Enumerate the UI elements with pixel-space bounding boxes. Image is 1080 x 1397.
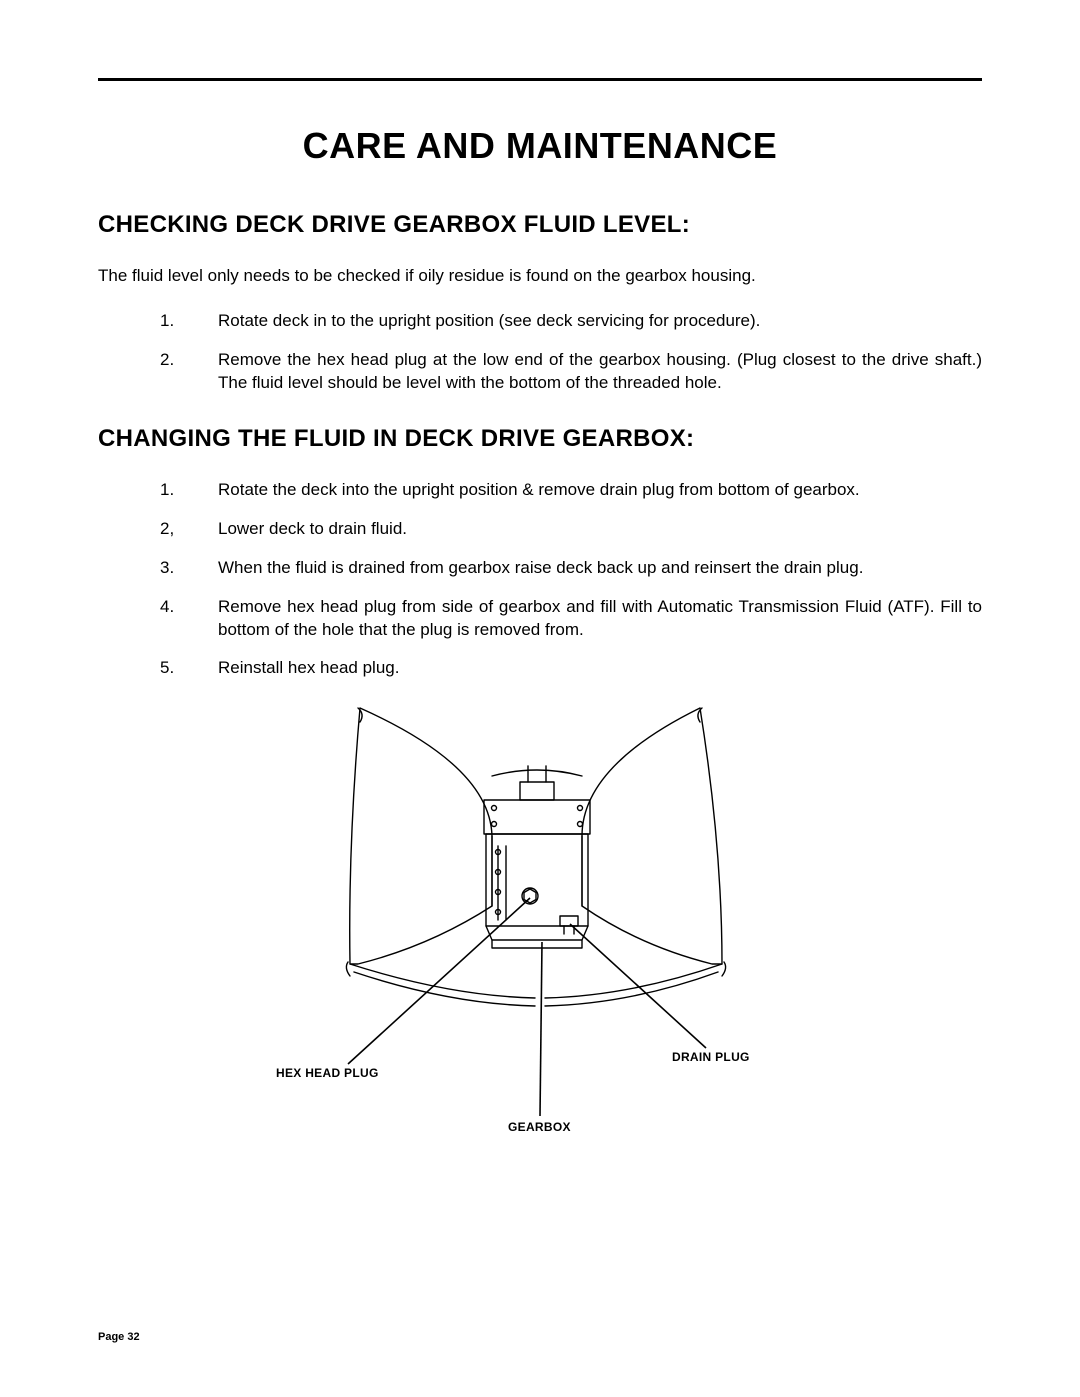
step-number: 3. <box>160 557 218 580</box>
changing-steps: 1. Rotate the deck into the upright posi… <box>98 479 982 681</box>
callout-gearbox: GEARBOX <box>508 1120 571 1134</box>
step-text: Lower deck to drain fluid. <box>218 518 982 541</box>
page: CARE AND MAINTENANCE CHECKING DECK DRIVE… <box>0 0 1080 1397</box>
step-text: Remove the hex head plug at the low end … <box>218 349 982 395</box>
list-item: 1. Rotate the deck into the upright posi… <box>160 479 982 502</box>
list-item: 2, Lower deck to drain fluid. <box>160 518 982 541</box>
step-text: Reinstall hex head plug. <box>218 657 982 680</box>
list-item: 3. When the fluid is drained from gearbo… <box>160 557 982 580</box>
list-item: 1. Rotate deck in to the upright positio… <box>160 310 982 333</box>
step-number: 1. <box>160 479 218 502</box>
list-item: 4. Remove hex head plug from side of gea… <box>160 596 982 642</box>
page-footer: Page 32 <box>98 1331 140 1343</box>
callout-hex-head-plug: HEX HEAD PLUG <box>276 1066 379 1080</box>
step-number: 2, <box>160 518 218 541</box>
intro-text: The fluid level only needs to be checked… <box>98 265 982 288</box>
section-heading-changing: CHANGING THE FLUID IN DECK DRIVE GEARBOX… <box>98 425 982 453</box>
step-number: 1. <box>160 310 218 333</box>
gearbox-figure: HEX HEAD PLUG GEARBOX DRAIN PLUG <box>230 696 850 1146</box>
step-number: 2. <box>160 349 218 395</box>
checking-steps: 1. Rotate deck in to the upright positio… <box>98 310 982 395</box>
list-item: 2. Remove the hex head plug at the low e… <box>160 349 982 395</box>
page-title: CARE AND MAINTENANCE <box>98 125 982 167</box>
step-number: 5. <box>160 657 218 680</box>
step-text: When the fluid is drained from gearbox r… <box>218 557 982 580</box>
top-rule <box>98 78 982 81</box>
step-text: Rotate deck in to the upright position (… <box>218 310 982 333</box>
step-text: Rotate the deck into the upright positio… <box>218 479 982 502</box>
step-number: 4. <box>160 596 218 642</box>
list-item: 5. Reinstall hex head plug. <box>160 657 982 680</box>
step-text: Remove hex head plug from side of gearbo… <box>218 596 982 642</box>
section-heading-checking: CHECKING DECK DRIVE GEARBOX FLUID LEVEL: <box>98 211 982 239</box>
callout-drain-plug: DRAIN PLUG <box>672 1050 750 1064</box>
